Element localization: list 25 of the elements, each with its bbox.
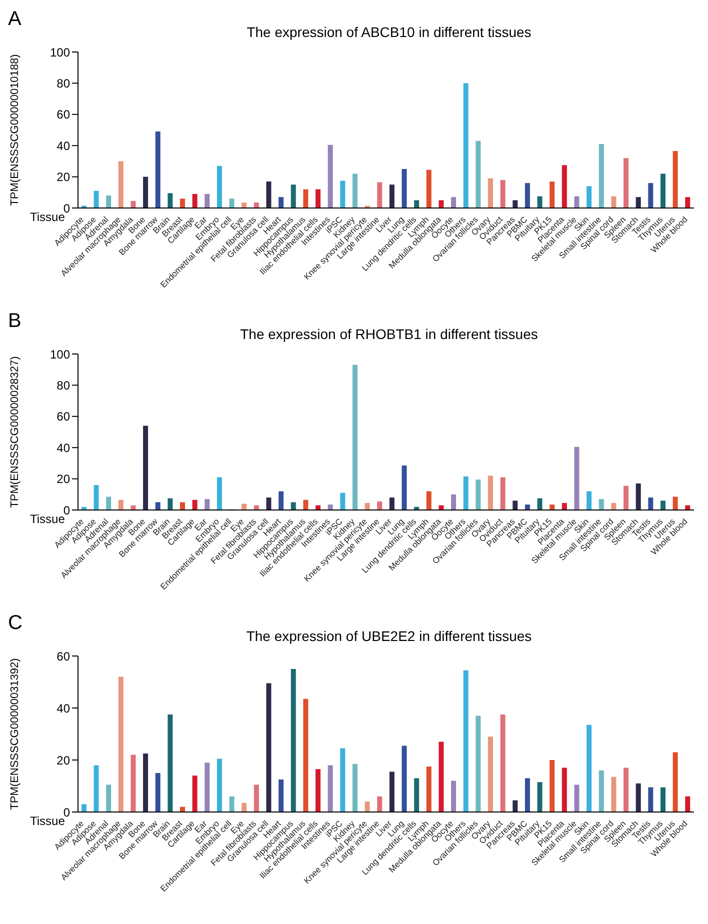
y-tick-label: 20 [56,170,70,184]
y-tick-label: 60 [56,108,70,122]
y-tick-label: 80 [56,378,70,392]
chart-title: The expression of ABCB10 in different tissues [246,24,532,40]
y-tick-label: 0 [63,503,70,518]
y-axis-title: TPM(ENSSSCG00000010188) [8,54,21,206]
y-tick-label: 80 [56,76,70,90]
text: A [8,8,22,31]
text: B [8,310,22,333]
y-tick-label: 0 [63,201,70,216]
y-tick-label: 20 [56,753,70,768]
y-tick-label: 60 [56,410,70,424]
y-tick-label: 40 [56,138,70,153]
y-tick-label: 60 [56,649,70,664]
y-tick-label: 40 [56,440,70,455]
y-tick-label: 0 [63,805,70,820]
y-tick-label: 100 [50,45,70,60]
y-axis-title: TPM(ENSSSCG00000028327) [8,356,21,508]
y-axis-title: TPM(ENSSSCG00000031392) [8,658,21,810]
chart-title: The expression of UBE2E2 in different tissues [245,628,533,644]
y-tick-label: 20 [56,472,70,486]
chart-title: The expression of RHOBTB1 in different tissues [239,326,539,342]
text: C [8,612,22,635]
y-tick-label: 40 [56,701,70,716]
y-tick-label: 100 [50,347,70,362]
